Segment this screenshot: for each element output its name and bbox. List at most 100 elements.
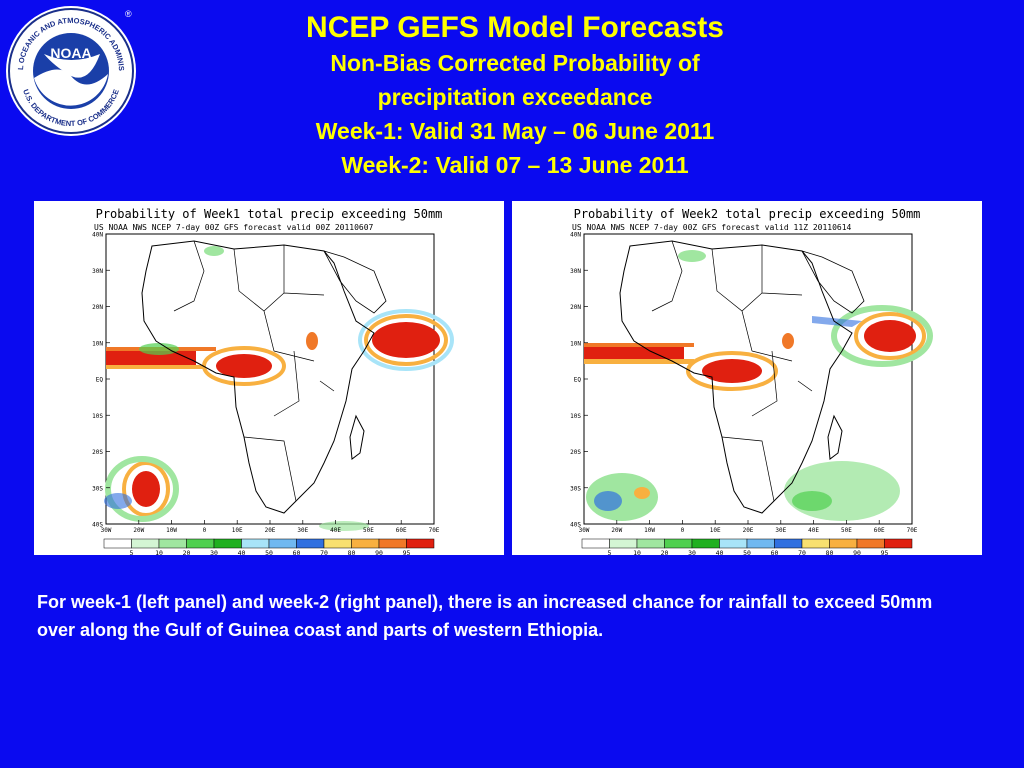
week2-precip-field (584, 250, 933, 521)
colorbar-label: 40 (716, 549, 724, 555)
colorbar-swatch (801, 538, 830, 549)
lon-tick-label: 10E (232, 527, 243, 534)
week1-map: Probability of Week1 total precip exceed… (92, 207, 454, 555)
lat-tick-label: 20N (570, 304, 581, 311)
title-line-5: Week-2: Valid 07 – 13 June 2011 (341, 152, 689, 178)
lat-tick-label: 20S (570, 449, 581, 456)
week1-lon-axis: 30W 20W 10W 0 10E 20E 30E 40E 50E 60E 70E (101, 520, 440, 534)
lon-tick-label: 30W (101, 527, 112, 534)
colorbar-swatch (378, 538, 407, 549)
lon-tick-label: 60E (396, 527, 407, 534)
lat-tick-label: 30S (570, 485, 581, 492)
lon-tick-label: 20E (265, 527, 276, 534)
colorbar-swatch (691, 538, 720, 549)
colorbar-label: 10 (155, 549, 163, 555)
colorbar-swatch (636, 538, 665, 549)
colorbar-swatch (609, 538, 638, 549)
lat-tick-label: 40N (92, 232, 103, 239)
colorbar-swatch (856, 538, 885, 549)
lat-tick-label: 10N (570, 340, 581, 347)
colorbar-swatch (296, 538, 325, 549)
colorbar-label: 10 (633, 549, 641, 555)
lon-tick-label: 0 (203, 527, 207, 534)
colorbar-label: 40 (238, 549, 246, 555)
colorbar-label: 50 (265, 549, 273, 555)
week1-map-subtitle: US NOAA NWS NCEP 7-day 00Z GFS forecast … (94, 223, 374, 232)
lon-tick-label: 20E (743, 527, 754, 534)
lon-tick-label: 0 (681, 527, 685, 534)
colorbar-label: 20 (661, 549, 669, 555)
lat-tick-label: EQ (574, 377, 582, 384)
lon-tick-label: 30E (297, 527, 308, 534)
lat-tick-label: 40N (570, 232, 581, 239)
colorbar-label: 95 (881, 549, 889, 555)
colorbar-label: 5 (130, 549, 134, 555)
title-line-2: Non-Bias Corrected Probability of (330, 50, 700, 76)
lat-tick-label: 10N (92, 340, 103, 347)
colorbar-label: 70 (798, 549, 806, 555)
week2-coastline (619, 240, 865, 514)
title-block: NCEP GEFS Model Forecasts Non-Bias Corre… (215, 10, 815, 182)
colorbar-swatch (213, 538, 242, 549)
colorbar-swatch (103, 538, 132, 549)
svg-text:®: ® (125, 9, 132, 19)
week1-map-panel: Probability of Week1 total precip exceed… (34, 201, 504, 555)
colorbar-label: 50 (743, 549, 751, 555)
colorbar-label: 30 (210, 549, 218, 555)
lon-tick-label: 70E (429, 527, 440, 534)
week2-map-title: Probability of Week2 total precip exceed… (574, 207, 921, 221)
lat-tick-label: 30S (92, 485, 103, 492)
week1-lat-axis: 40N 30N 20N 10N EQ 10S 20S 30S 40S (92, 232, 110, 529)
colorbar-swatch (131, 538, 160, 549)
page-title: NCEP GEFS Model Forecasts (306, 11, 724, 44)
week1-colorbar: 5 10 20 30 40 50 60 70 80 90 95 (103, 538, 435, 555)
week2-colorbar: 5 10 20 30 40 50 60 70 80 90 95 (581, 538, 913, 555)
lat-tick-label: 10S (92, 413, 103, 420)
lat-tick-label: 40S (92, 522, 103, 529)
colorbar-label: 80 (348, 549, 356, 555)
title-line-4: Week-1: Valid 31 May – 06 June 2011 (315, 118, 715, 144)
lon-tick-label: 70E (907, 527, 918, 534)
lon-tick-label: 10W (166, 527, 177, 534)
colorbar-label: 30 (688, 549, 696, 555)
logo-center-text: NOAA (50, 45, 91, 61)
colorbar-swatch (268, 538, 297, 549)
colorbar-label: 70 (320, 549, 328, 555)
lon-tick-label: 40E (808, 527, 819, 534)
colorbar-label: 60 (293, 549, 301, 555)
lat-tick-label: 40S (570, 522, 581, 529)
week1-map-title: Probability of Week1 total precip exceed… (96, 207, 443, 221)
colorbar-label: 90 (853, 549, 861, 555)
lat-tick-label: EQ (96, 377, 104, 384)
week1-precip-field (104, 246, 454, 531)
lon-tick-label: 30W (579, 527, 590, 534)
week2-map-subtitle: US NOAA NWS NCEP 7-day 00Z GFS forecast … (572, 223, 852, 232)
week2-lon-axis: 30W 20W 10W 0 10E 20E 30E 40E 50E 60E 70E (579, 520, 918, 534)
colorbar-swatch (664, 538, 693, 549)
lat-tick-label: 30N (92, 268, 103, 275)
lat-tick-label: 20N (92, 304, 103, 311)
colorbar-label: 20 (183, 549, 191, 555)
colorbar-label: 80 (826, 549, 834, 555)
week2-lat-axis: 40N 30N 20N 10N EQ 10S 20S 30S 40S (570, 232, 588, 529)
colorbar-swatch (829, 538, 858, 549)
week2-map: Probability of Week2 total precip exceed… (570, 207, 933, 555)
lon-tick-label: 40E (330, 527, 341, 534)
colorbar-swatch (186, 538, 215, 549)
noaa-logo: NATIONAL OCEANIC AND ATMOSPHERIC ADMINIS… (4, 4, 136, 136)
caption-text: For week-1 (left panel) and week-2 (righ… (37, 592, 933, 640)
colorbar-swatch (406, 538, 435, 549)
lon-tick-label: 20W (133, 527, 144, 534)
colorbar-label: 90 (375, 549, 383, 555)
lon-tick-label: 50E (363, 527, 374, 534)
lon-tick-label: 10W (644, 527, 655, 534)
colorbar-swatch (719, 538, 748, 549)
week1-coastline (141, 240, 387, 514)
lat-tick-label: 10S (570, 413, 581, 420)
colorbar-swatch (351, 538, 380, 549)
colorbar-swatch (774, 538, 803, 549)
colorbar-swatch (241, 538, 270, 549)
colorbar-swatch (746, 538, 775, 549)
lat-tick-label: 30N (570, 268, 581, 275)
title-line-3: precipitation exceedance (377, 84, 653, 110)
